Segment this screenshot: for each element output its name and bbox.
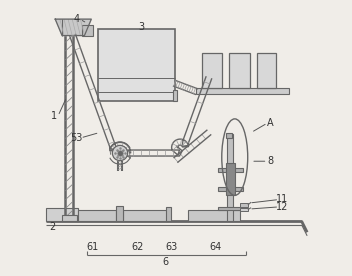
Text: 12: 12 <box>276 202 289 212</box>
Bar <box>62 214 77 221</box>
Bar <box>188 210 240 221</box>
Bar <box>240 203 248 207</box>
Bar <box>46 208 78 221</box>
Bar <box>173 90 177 101</box>
Text: 63: 63 <box>166 242 178 252</box>
Bar <box>98 29 175 101</box>
Bar <box>257 53 276 88</box>
Bar <box>227 134 233 221</box>
Bar <box>166 207 170 221</box>
Text: A: A <box>267 118 274 128</box>
Bar <box>117 206 123 221</box>
Circle shape <box>112 145 128 161</box>
Polygon shape <box>55 19 91 36</box>
Bar <box>218 168 243 172</box>
Text: 1: 1 <box>51 111 57 121</box>
Bar <box>218 187 243 191</box>
Text: 3: 3 <box>139 22 145 32</box>
Text: 8: 8 <box>267 156 273 166</box>
Bar <box>226 163 235 195</box>
Text: 64: 64 <box>209 242 222 252</box>
Bar <box>123 210 168 221</box>
Bar <box>78 210 116 221</box>
Bar <box>196 88 289 94</box>
Bar <box>226 133 232 138</box>
Bar <box>229 53 250 88</box>
Text: 53: 53 <box>70 133 82 143</box>
Bar <box>240 208 248 211</box>
Text: 6: 6 <box>162 257 168 267</box>
Text: 2: 2 <box>49 222 56 232</box>
Bar <box>202 53 222 88</box>
Bar <box>82 25 93 36</box>
Text: 11: 11 <box>276 195 289 205</box>
Text: 4: 4 <box>73 14 79 24</box>
Bar <box>218 206 243 210</box>
Text: 61: 61 <box>87 242 99 252</box>
Text: 62: 62 <box>132 242 144 252</box>
